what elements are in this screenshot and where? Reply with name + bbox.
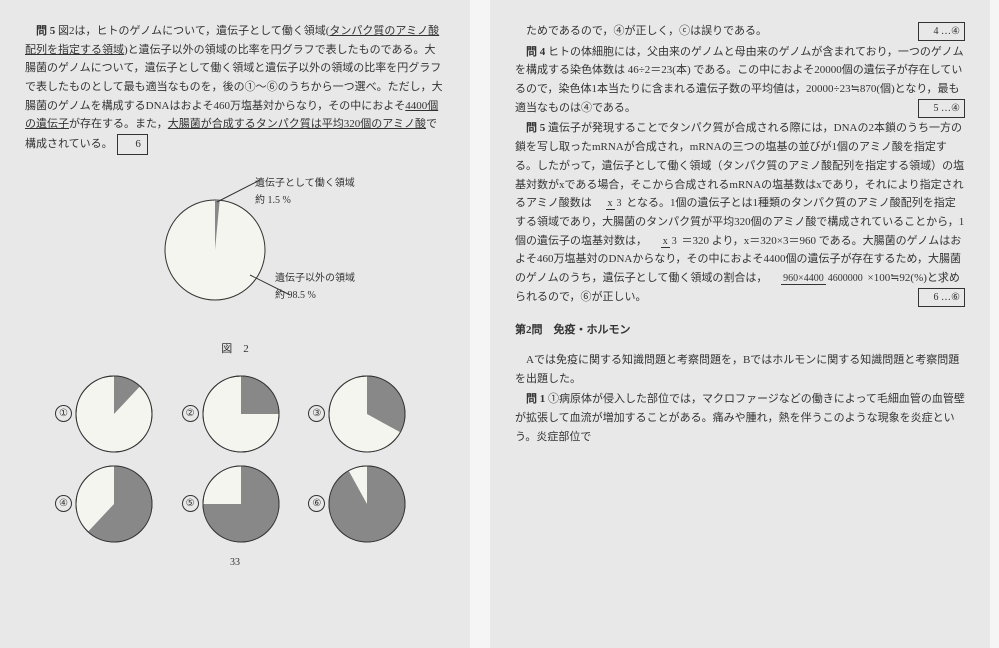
fraction-2: x3 xyxy=(650,233,679,250)
choice-4: ④ xyxy=(55,464,162,544)
choice-number-1: ① xyxy=(55,405,72,422)
answer-4: 4 …④ xyxy=(918,22,965,41)
q5-underline-3: 大腸菌が合成するタンパク質は平均320個のアミノ酸 xyxy=(168,118,426,130)
figure-caption: 図 2 xyxy=(25,340,445,359)
pie-label-nongene: 遺伝子以外の領域 約 98.5 % xyxy=(275,270,355,304)
pie-label-nongene-line1: 遺伝子以外の領域 xyxy=(275,270,355,287)
q5r-paragraph: 問 5 遺伝子が発現することでタンパク質が合成される際には，DNAの2本鎖のうち… xyxy=(515,119,965,306)
answer-6: 6 …⑥ xyxy=(918,288,965,307)
q4-text: ヒトの体細胞には，父由来のゲノムと母由来のゲノムが含まれており，一つのゲノムを構… xyxy=(515,46,964,114)
choice-number-5: ⑤ xyxy=(182,495,199,512)
choice-number-3: ③ xyxy=(308,405,325,422)
q4-label: 問 4 xyxy=(526,46,545,58)
answer-box-6: 6 xyxy=(117,134,148,155)
q5-paragraph: 問 5 図2は，ヒトのゲノムについて，遺伝子として働く領域(タンパク質のアミノ酸… xyxy=(25,22,445,155)
choice-5: ⑤ xyxy=(182,464,289,544)
choice-6: ⑥ xyxy=(308,464,415,544)
fraction-3: 960×44004600000 xyxy=(770,270,865,287)
main-pie-chart-wrap: 遺伝子として働く領域 約 1.5 % 遺伝子以外の領域 約 98.5 % 図 2 xyxy=(25,175,445,359)
left-page: 問 5 図2は，ヒトのゲノムについて，遺伝子として働く領域(タンパク質のアミノ酸… xyxy=(0,0,470,648)
right-page: ためであるので，④が正しく，ⓒは誤りである。 4 …④ 問 4 ヒトの体細胞には… xyxy=(490,0,990,648)
sec2-q1-text: ①病原体が侵入した部位では，マクロファージなどの働きによって毛細血管の血管壁が拡… xyxy=(515,393,965,442)
q5-text-1: 図2は，ヒトのゲノムについて，遺伝子として働く領域( xyxy=(58,25,329,37)
q5-text-3: が存在する。また， xyxy=(69,118,168,130)
pie-label-gene-line1: 遺伝子として働く領域 xyxy=(255,175,355,192)
choice-2: ② xyxy=(182,374,289,454)
q4-paragraph: 問 4 ヒトの体細胞には，父由来のゲノムと母由来のゲノムが含まれており，一つのゲ… xyxy=(515,43,965,118)
pie-label-nongene-line2: 約 98.5 % xyxy=(275,287,355,304)
choice-3: ③ xyxy=(308,374,415,454)
fraction-1: x3 xyxy=(595,195,624,212)
choice-number-2: ② xyxy=(182,405,199,422)
section-2-intro: Aでは免疫に関する知識問題と考察問題を，Bではホルモンに関する知識問題と考察問題… xyxy=(515,351,965,388)
q5-label: 問 5 xyxy=(36,25,55,37)
page-number: 33 xyxy=(25,554,445,571)
top-fragment: ためであるので，④が正しく，ⓒは誤りである。 4 …④ xyxy=(515,22,965,41)
main-pie-chart xyxy=(160,195,270,305)
choice-1: ① xyxy=(55,374,162,454)
section-2-q1: 問 1 ①病原体が侵入した部位では，マクロファージなどの働きによって毛細血管の血… xyxy=(515,390,965,446)
choice-number-4: ④ xyxy=(55,495,72,512)
q5r-label: 問 5 xyxy=(526,122,545,134)
choice-number-6: ⑥ xyxy=(308,495,325,512)
choice-grid: ① ② ③ ④ ⑤ ⑥ xyxy=(25,374,445,544)
sec2-q1-label: 問 1 xyxy=(526,393,545,405)
answer-5: 5 …④ xyxy=(918,99,965,118)
section-2-heading: 第2問 免疫・ホルモン xyxy=(515,321,965,340)
